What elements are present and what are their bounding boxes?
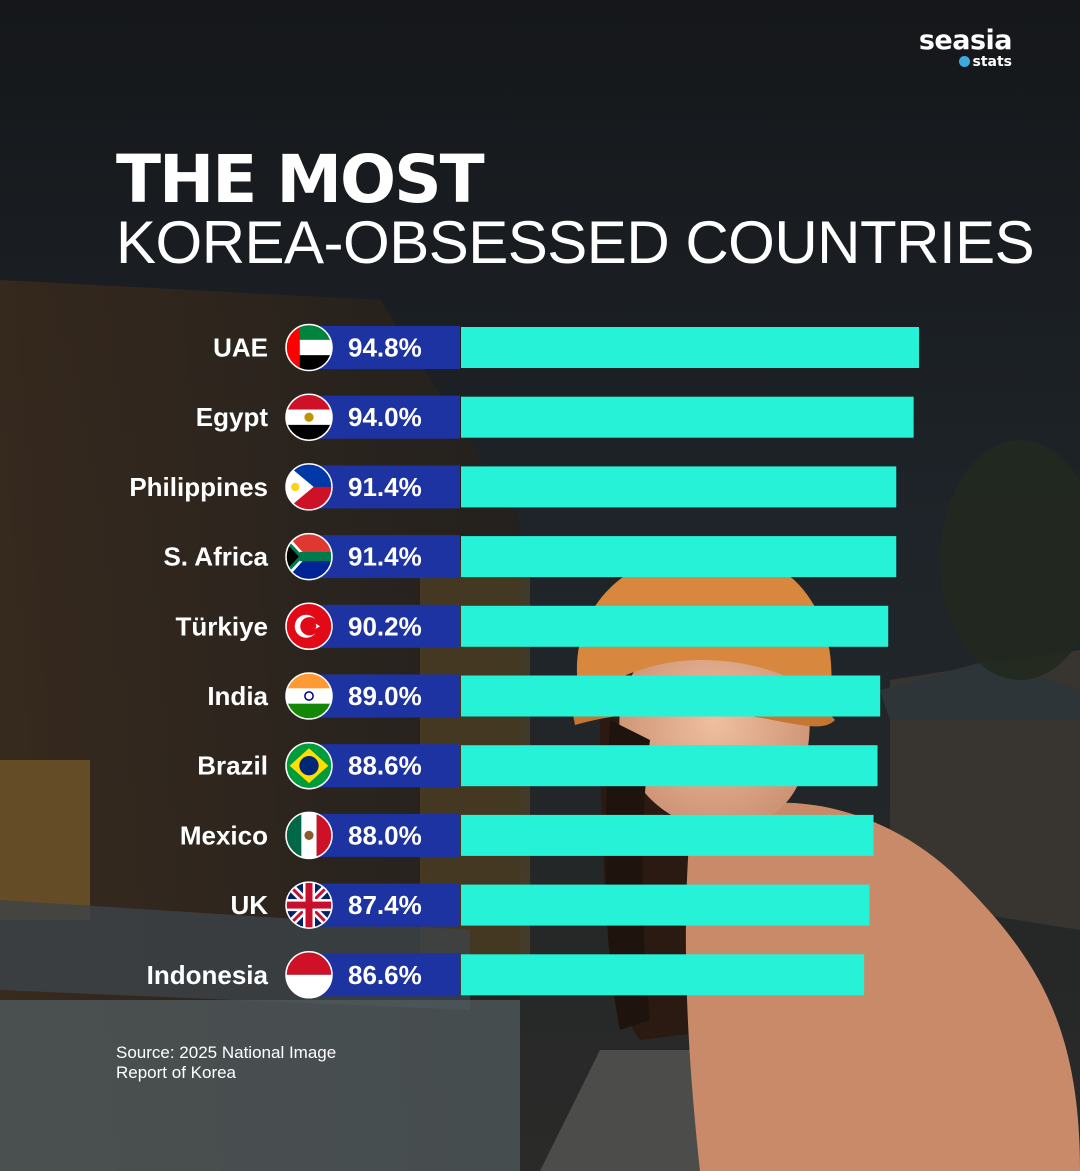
page-title-line2: KOREA-OBSESSED COUNTRIES bbox=[116, 209, 1035, 276]
value-label: 91.4% bbox=[348, 542, 422, 572]
bar bbox=[461, 814, 874, 856]
bar-row: 89.0% India bbox=[207, 672, 881, 720]
turkiye-flag-icon bbox=[286, 603, 332, 650]
value-label: 86.6% bbox=[348, 960, 422, 990]
value-label: 94.0% bbox=[348, 402, 422, 432]
value-label: 88.6% bbox=[348, 751, 422, 781]
bar bbox=[461, 605, 889, 647]
category-label: UAE bbox=[213, 333, 268, 363]
value-box bbox=[318, 883, 460, 927]
value-box bbox=[318, 744, 460, 788]
source-line2: Report of Korea bbox=[116, 1063, 237, 1082]
category-label: Indonesia bbox=[147, 960, 269, 990]
bar bbox=[461, 884, 870, 926]
uk-flag-icon bbox=[286, 882, 332, 929]
source-note: Source: 2025 National Image Report of Ko… bbox=[116, 1043, 336, 1083]
brazil-flag-icon bbox=[286, 742, 332, 789]
bar-row: 88.6% Brazil bbox=[197, 741, 878, 790]
value-box bbox=[318, 813, 460, 857]
category-label: Türkiye bbox=[176, 611, 269, 641]
value-label: 89.0% bbox=[348, 681, 422, 711]
philippines-flag-icon bbox=[286, 463, 332, 510]
bar-row: 94.0% Egypt bbox=[196, 393, 914, 441]
bar-row: 91.4% S. Africa bbox=[163, 532, 897, 581]
value-label: 94.8% bbox=[348, 333, 422, 363]
globe-icon bbox=[958, 56, 970, 67]
bar bbox=[461, 466, 897, 508]
category-label: UK bbox=[230, 890, 268, 920]
bar bbox=[461, 745, 878, 787]
value-box bbox=[318, 604, 460, 648]
category-label: S. Africa bbox=[163, 542, 268, 572]
bar-row: 94.8% UAE bbox=[213, 323, 919, 372]
bar-row: 90.2% Türkiye bbox=[176, 602, 889, 651]
value-label: 90.2% bbox=[348, 611, 422, 641]
page-title-line1: THE MOST bbox=[116, 141, 485, 218]
bar bbox=[461, 327, 919, 368]
value-box bbox=[318, 465, 460, 509]
value-label: 91.4% bbox=[348, 472, 422, 502]
value-label: 88.0% bbox=[348, 820, 422, 850]
category-label: Mexico bbox=[180, 820, 268, 850]
value-box bbox=[318, 674, 460, 718]
value-box bbox=[318, 326, 460, 369]
bar-row: 87.4% UK bbox=[230, 881, 870, 929]
brand-sub: stats bbox=[919, 55, 1012, 69]
value-box bbox=[318, 535, 460, 579]
bar-row: 86.6% Indonesia bbox=[147, 951, 865, 999]
bar bbox=[461, 396, 914, 438]
brand-logo: seasia stats bbox=[918, 25, 1013, 70]
indonesia-flag-icon bbox=[286, 951, 332, 998]
south-africa-flag-icon bbox=[286, 533, 332, 580]
bar bbox=[461, 675, 881, 717]
value-box bbox=[318, 395, 460, 439]
category-label: India bbox=[207, 681, 268, 711]
bar bbox=[461, 954, 865, 996]
brand-name: seasia bbox=[918, 25, 1013, 56]
source-line1: Source: 2025 National Image bbox=[116, 1043, 337, 1062]
category-label: Philippines bbox=[129, 472, 268, 502]
value-box bbox=[318, 953, 460, 997]
value-label: 87.4% bbox=[348, 890, 422, 920]
bar bbox=[461, 536, 897, 578]
brand-sub-label: stats bbox=[972, 54, 1013, 70]
bar-row: 91.4% Philippines bbox=[129, 463, 897, 511]
category-label: Egypt bbox=[196, 402, 269, 432]
category-label: Brazil bbox=[197, 751, 268, 781]
bar-row: 88.0% Mexico bbox=[180, 811, 874, 860]
